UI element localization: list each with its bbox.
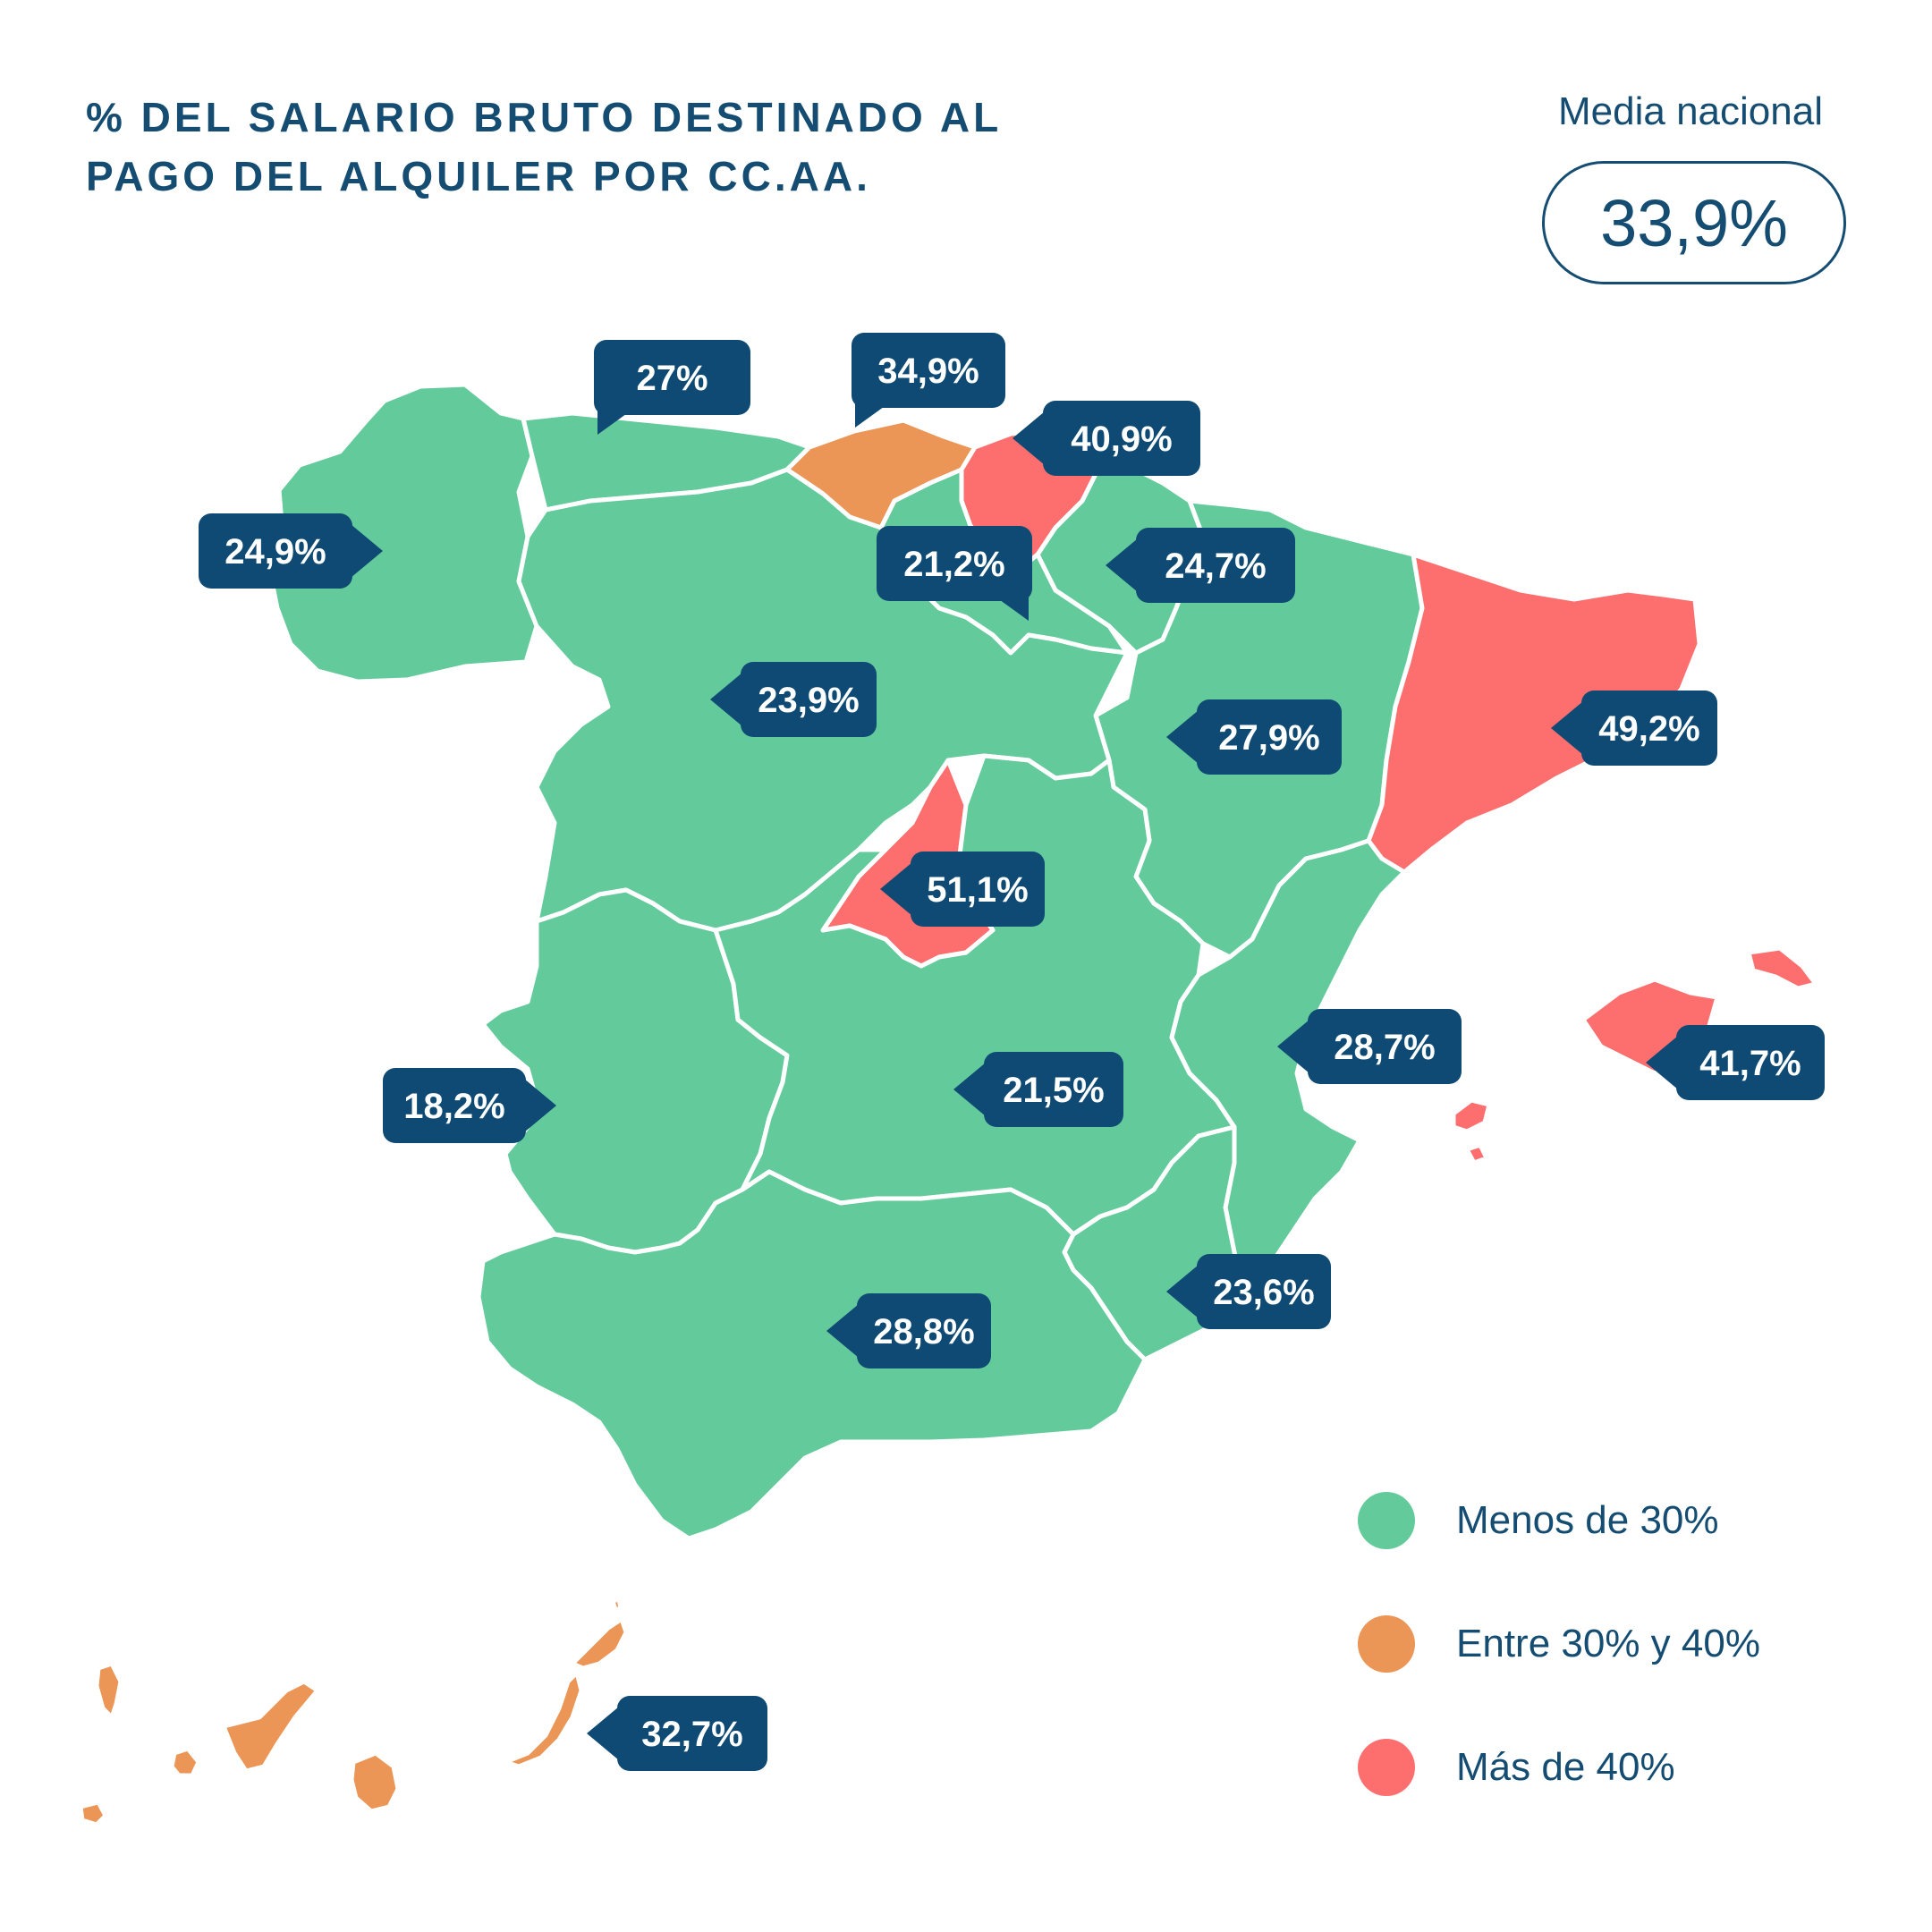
region-label-baleares: 41,7%	[1646, 1025, 1825, 1100]
label-pointer	[1551, 701, 1583, 755]
legend-dot-red	[1358, 1739, 1415, 1796]
label-pointer	[880, 862, 912, 916]
label-box	[1043, 401, 1200, 476]
region-label-murcia: 23,6%	[1166, 1254, 1331, 1329]
region-galicia	[266, 382, 539, 684]
legend-dot-orange	[1358, 1615, 1415, 1673]
region-label-canarias: 32,7%	[587, 1696, 767, 1771]
label-value: 32,7%	[641, 1715, 742, 1754]
label-box	[877, 526, 1032, 601]
label-box	[1136, 528, 1295, 603]
region-cataluna	[1366, 552, 1702, 875]
region-label-comunidad-valenciana: 28,7%	[1277, 1009, 1462, 1084]
label-box	[1308, 1009, 1462, 1084]
region-label-andalucia: 28,8%	[826, 1293, 991, 1368]
label-value: 23,6%	[1213, 1273, 1314, 1312]
region-label-castilla-la-mancha: 21,5%	[953, 1052, 1123, 1127]
label-pointer	[597, 411, 630, 435]
media-nacional-label: Media nacional	[1558, 89, 1823, 133]
region-label-navarra: 24,7%	[1106, 528, 1295, 603]
label-pointer	[1166, 710, 1199, 764]
label-value: 49,2%	[1598, 709, 1699, 749]
label-pointer	[351, 524, 383, 578]
label-box	[984, 1052, 1123, 1127]
label-box	[199, 513, 352, 589]
label-value: 27,9%	[1218, 718, 1319, 758]
label-box	[1581, 691, 1717, 766]
legend-label-green: Menos de 30%	[1456, 1498, 1719, 1542]
legend-item-orange: Entre 30% y 40%	[1358, 1615, 1760, 1673]
legend-label-red: Más de 40%	[1456, 1745, 1675, 1789]
label-pointer	[524, 1079, 556, 1132]
map-title: % DEL SALARIO BRUTO DESTINADO AL PAGO DE…	[86, 88, 1070, 206]
region-label-cataluna: 49,2%	[1551, 691, 1717, 766]
label-pointer	[855, 404, 887, 428]
label-value: 24,9%	[225, 532, 326, 572]
label-value: 40,9%	[1071, 419, 1172, 459]
label-value: 24,7%	[1165, 547, 1266, 586]
legend-item-red: Más de 40%	[1358, 1739, 1675, 1796]
label-pointer	[1013, 411, 1045, 465]
label-pointer	[710, 673, 742, 726]
region-labels: 24,9% 27% 34,9% 40,9% 21,2% 24,7% 23,9% 27,9% 49…	[199, 333, 1825, 1771]
label-pointer	[996, 597, 1029, 621]
label-pointer	[1166, 1265, 1199, 1318]
legend-dot-green	[1358, 1492, 1415, 1549]
legend-label-orange: Entre 30% y 40%	[1456, 1622, 1760, 1665]
label-value: 51,1%	[927, 870, 1028, 910]
region-label-asturias: 27%	[594, 340, 750, 435]
label-pointer	[1277, 1020, 1309, 1073]
region-label-madrid: 51,1%	[880, 852, 1045, 927]
label-box	[852, 333, 1005, 408]
region-label-aragon: 27,9%	[1166, 699, 1342, 775]
region-label-cantabria: 34,9%	[852, 333, 1005, 428]
region-label-extremadura: 18,2%	[383, 1068, 556, 1143]
label-pointer	[1646, 1036, 1678, 1089]
region-label-castilla-leon: 23,9%	[710, 662, 877, 737]
label-value: 23,9%	[758, 681, 859, 720]
label-pointer	[587, 1707, 619, 1760]
label-box	[617, 1696, 767, 1771]
media-nacional-value: 33,9%	[1542, 161, 1846, 284]
label-value: 41,7%	[1699, 1044, 1801, 1083]
region-label-pais-vasco: 40,9%	[1013, 401, 1200, 476]
region-label-galicia: 24,9%	[199, 513, 383, 589]
title-line-1: % DEL SALARIO BRUTO DESTINADO AL	[86, 94, 1003, 140]
label-value: 18,2%	[403, 1087, 504, 1126]
region-comunidad-valenciana	[1169, 838, 1407, 1300]
label-value: 21,2%	[903, 545, 1004, 584]
label-box	[1197, 699, 1342, 775]
region-canarias	[78, 1597, 629, 1827]
label-box	[1676, 1025, 1825, 1100]
label-pointer	[1106, 538, 1138, 592]
label-pointer	[953, 1063, 986, 1116]
label-box	[1197, 1254, 1331, 1329]
label-pointer	[826, 1304, 859, 1358]
label-value: 28,8%	[873, 1312, 974, 1352]
title-line-2: PAGO DEL ALQUILER POR CC.AA.	[86, 153, 871, 199]
region-label-la-rioja: 21,2%	[877, 526, 1032, 621]
label-box	[594, 340, 750, 415]
label-value: 28,7%	[1334, 1028, 1435, 1067]
label-box	[383, 1068, 526, 1143]
label-box	[741, 662, 877, 737]
region-andalucia	[476, 1169, 1148, 1541]
legend-item-green: Menos de 30%	[1358, 1492, 1719, 1549]
label-value: 34,9%	[877, 352, 979, 391]
label-value: 21,5%	[1003, 1071, 1104, 1110]
label-box	[857, 1293, 991, 1368]
label-value: 27%	[636, 359, 708, 398]
label-box	[911, 852, 1045, 927]
